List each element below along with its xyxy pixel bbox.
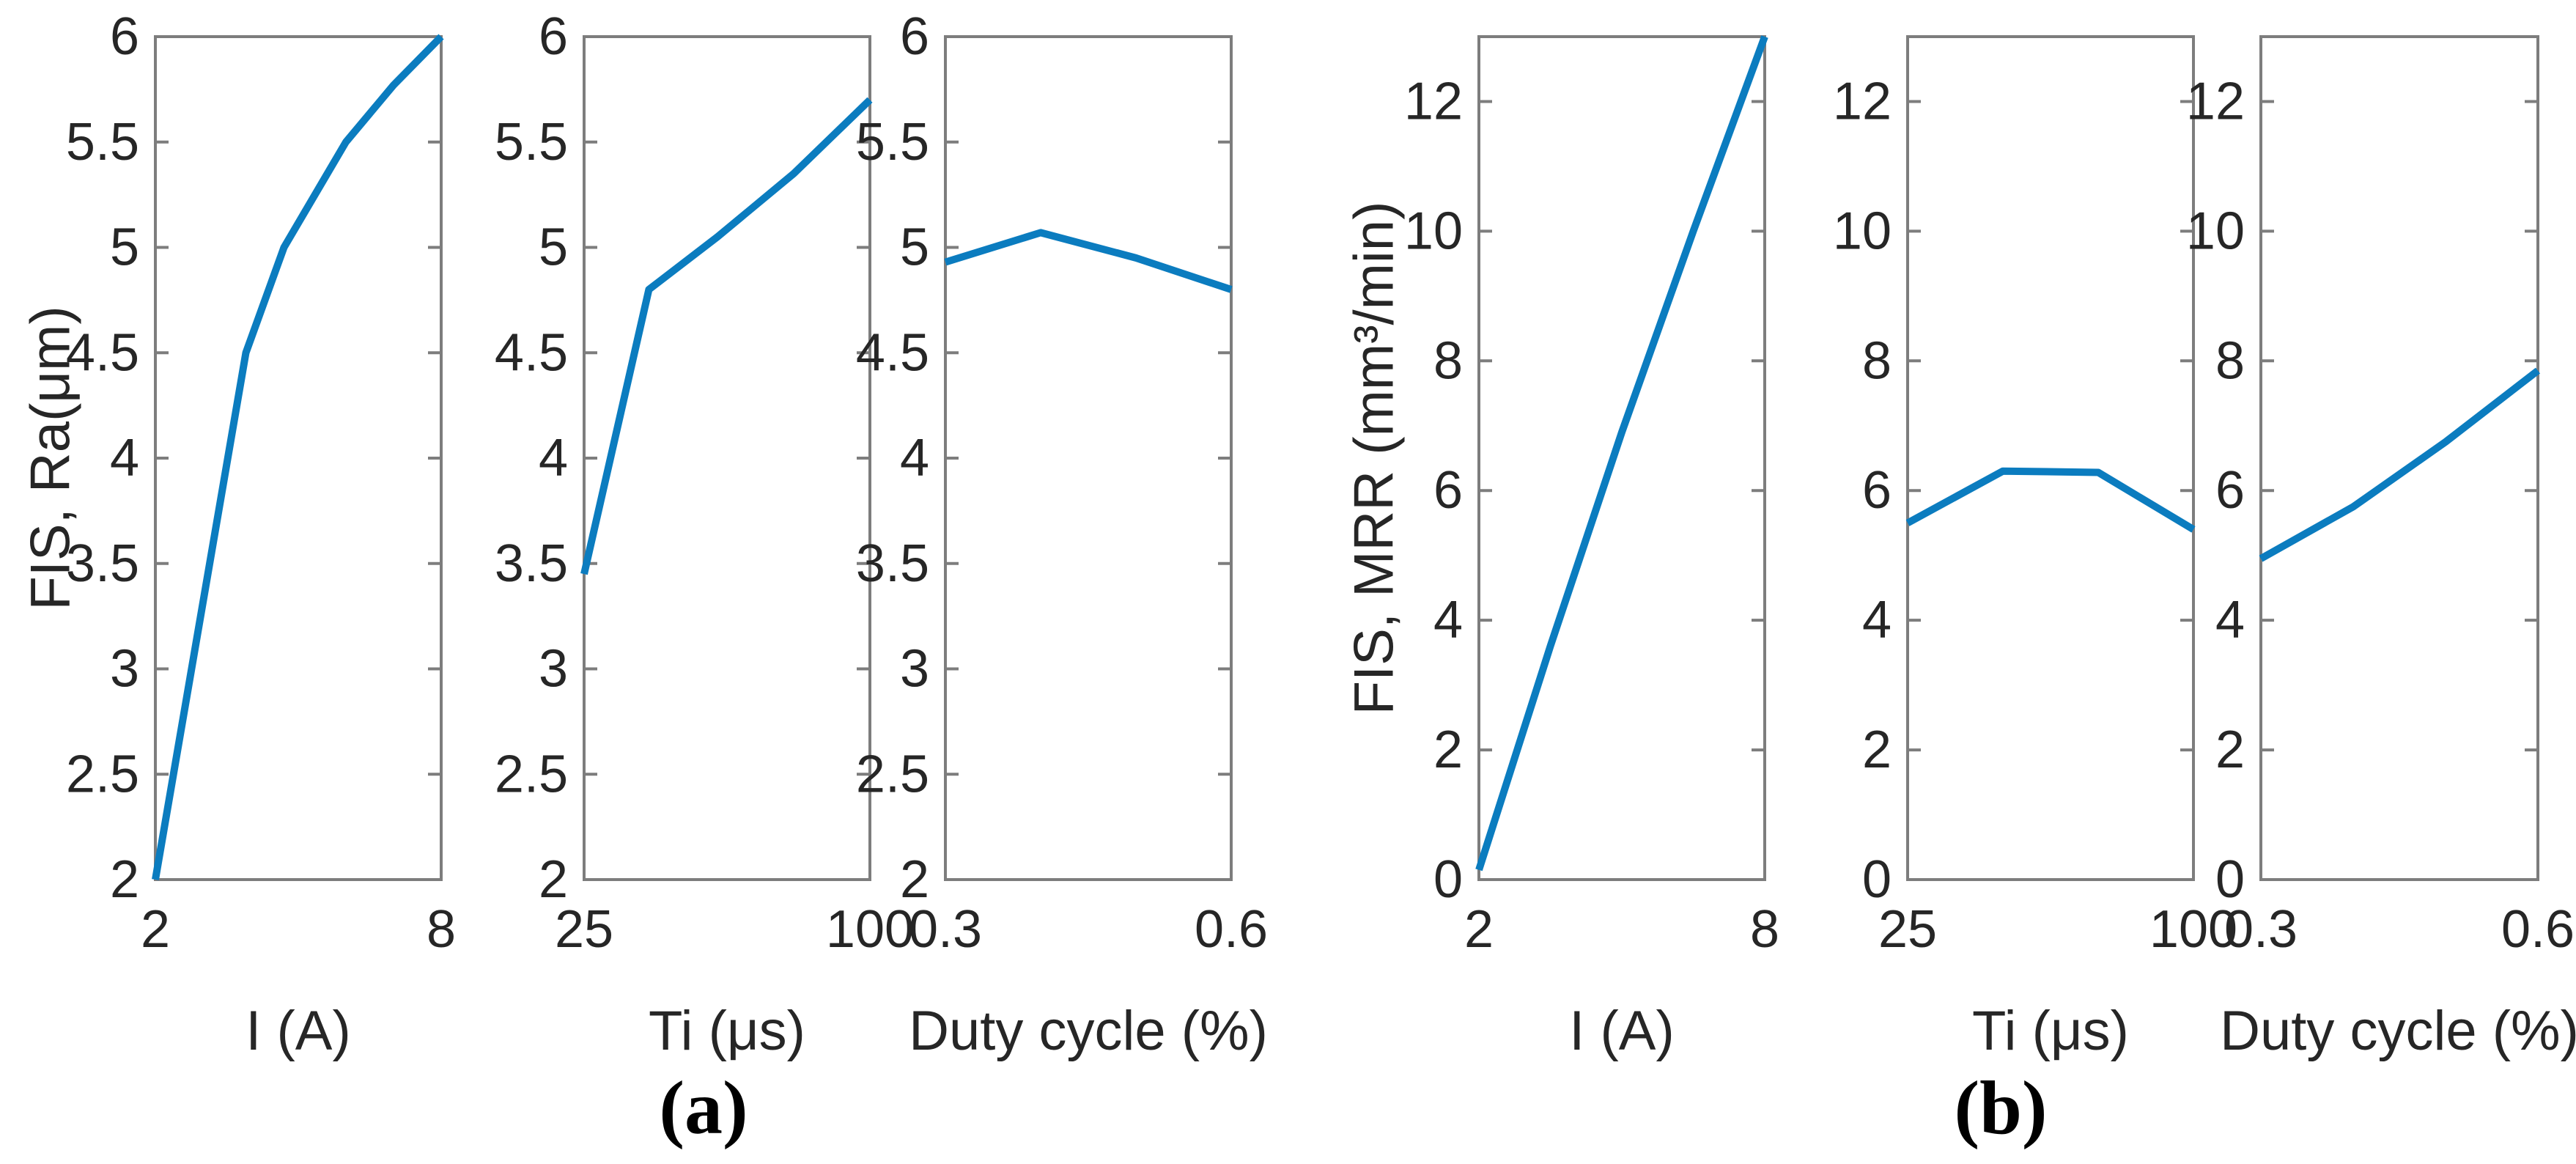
y-tick-label: 2 <box>1862 721 1892 779</box>
y-tick-label: 4 <box>1862 591 1892 649</box>
y-tick-label: 10 <box>1833 202 1892 260</box>
x-tick-label: 8 <box>427 900 456 959</box>
x-tick-label: 0.3 <box>909 900 982 959</box>
y-axis-label: FIS, MRR (mm³/min) <box>1343 202 1406 715</box>
y-tick-label: 3 <box>900 640 929 699</box>
x-axis-label: Ti (μs) <box>649 1000 805 1062</box>
plot-box <box>1906 35 2195 881</box>
y-tick-label: 12 <box>2186 72 2245 130</box>
x-axis-label: Duty cycle (%) <box>2220 1000 2576 1062</box>
y-tick-label: 4.5 <box>495 323 568 382</box>
subplot-a3-ra-vs-dutycycle: 2 2.5 3 3.5 4 4.5 5 5.5 6 0.3 0.6 Duty cycle (%) <box>802 0 1304 1099</box>
y-tick-label: 12 <box>1404 72 1463 130</box>
x-tick-label: 2 <box>1464 900 1494 959</box>
subplot-a2-ra-vs-ti: 2 2.5 3 3.5 4 4.5 5 5.5 6 25 100 Ti (μs) <box>441 0 943 1099</box>
plot-canvas-b2: 0 2 4 6 8 10 12 25 100 Ti (μs) <box>1833 35 2237 1062</box>
plot-canvas-a3: 2 2.5 3 3.5 4 4.5 5 5.5 6 0.3 0.6 Duty cycle (%) <box>856 7 1268 1062</box>
y-tick-label: 2 <box>539 850 568 909</box>
y-tick-label: 4.5 <box>66 323 139 382</box>
x-tick-label: 100 <box>2149 900 2237 959</box>
y-tick-label: 6 <box>1862 461 1892 520</box>
y-tick-label: 3.5 <box>856 534 929 593</box>
y-tick-label: 6 <box>900 7 929 66</box>
y-tick-label: 2.5 <box>495 745 568 803</box>
y-tick-label: 6 <box>110 7 139 66</box>
y-tick-label: 4 <box>110 429 139 487</box>
y-tick-label: 3.5 <box>495 534 568 593</box>
x-tick-label: 0.6 <box>1195 900 1268 959</box>
y-tick-label: 4 <box>1433 591 1463 649</box>
y-tick-label: 2 <box>110 850 139 909</box>
x-axis-label: Duty cycle (%) <box>909 1000 1268 1062</box>
x-axis-label: I (A) <box>1569 1000 1675 1062</box>
y-tick-label: 6 <box>539 7 568 66</box>
y-tick-label: 6 <box>1433 461 1463 520</box>
plot-box <box>154 35 443 881</box>
y-tick-label: 0 <box>1433 850 1463 909</box>
plot-box <box>944 35 1233 881</box>
series-line-b3 <box>2259 367 2541 562</box>
series-line-a1 <box>152 34 444 880</box>
plot-box <box>2259 35 2539 881</box>
y-tick-label: 2.5 <box>856 745 929 803</box>
subplot-b3-mrr-vs-dutycycle: 0 2 4 6 8 10 12 0.3 0.6 Duty cycle (%) <box>2118 0 2576 1099</box>
y-tick-label: 2 <box>900 850 929 909</box>
y-tick-label: 5.5 <box>856 113 929 172</box>
subplot-b1-mrr-vs-current: 0 2 4 6 8 10 12 2 8 I (A) FIS, MRR (mm³/min) <box>1336 0 1838 1099</box>
panel-b-caption: (b) <box>1954 1066 2048 1150</box>
subplot-a1-ra-vs-current: 2 2.5 3 3.5 4 4.5 5 5.5 6 2 8 I (A) FIS, Ra(μm) <box>12 0 514 1099</box>
y-tick-label: 2 <box>2215 721 2245 779</box>
y-tick-label: 5 <box>539 218 568 277</box>
x-tick-label: 0.6 <box>2501 900 2575 959</box>
x-tick-label: 100 <box>826 900 914 959</box>
y-tick-label: 0 <box>1862 850 1892 909</box>
series-line-b1 <box>1475 35 1768 872</box>
y-tick-label: 4 <box>539 429 568 487</box>
y-tick-label: 5.5 <box>495 113 568 172</box>
y-tick-label: 3.5 <box>66 534 139 593</box>
y-tick-label: 4 <box>2215 591 2245 649</box>
x-tick-label: 25 <box>1878 900 1937 959</box>
x-axis-label: I (A) <box>246 1000 351 1062</box>
y-tick-label: 6 <box>2215 461 2245 520</box>
y-tick-label: 3 <box>110 640 139 699</box>
y-tick-label: 2 <box>1433 721 1463 779</box>
x-tick-label: 2 <box>141 900 170 959</box>
y-tick-label: 8 <box>1433 331 1463 390</box>
y-tick-label: 0 <box>2215 850 2245 909</box>
panel-a-caption: (a) <box>659 1066 748 1150</box>
y-tick-label: 3 <box>539 640 568 699</box>
x-tick-label: 25 <box>555 900 613 959</box>
y-tick-label: 12 <box>1833 72 1892 130</box>
y-tick-label: 4 <box>900 429 929 487</box>
y-tick-label: 4.5 <box>856 323 929 382</box>
y-tick-label: 5 <box>900 218 929 277</box>
plot-canvas-a1: 2 2.5 3 3.5 4 4.5 5 5.5 6 2 8 I (A) FIS, Ra(μm) <box>20 7 457 1062</box>
y-tick-label: 8 <box>2215 331 2245 390</box>
series-line-a3 <box>944 229 1233 293</box>
plot-canvas-a2: 2 2.5 3 3.5 4 4.5 5 5.5 6 25 100 Ti (μs) <box>495 7 914 1062</box>
plot-box <box>1477 35 1766 881</box>
series-line-a2 <box>580 97 873 575</box>
y-axis-label: FIS, Ra(μm) <box>20 306 82 610</box>
y-tick-label: 10 <box>1404 202 1463 260</box>
x-tick-label: 8 <box>1750 900 1779 959</box>
y-tick-label: 2.5 <box>66 745 139 803</box>
plot-canvas-b3: 0 2 4 6 8 10 12 0.3 0.6 Duty cycle (%) <box>2186 35 2576 1062</box>
x-tick-label: 0.3 <box>2224 900 2298 959</box>
subplot-b2-mrr-vs-ti: 0 2 4 6 8 10 12 25 100 Ti (μs) <box>1765 0 2267 1099</box>
y-tick-label: 10 <box>2186 202 2245 260</box>
series-line-b2 <box>1905 467 2196 533</box>
y-tick-label: 5 <box>110 218 139 277</box>
y-tick-label: 5.5 <box>66 113 139 172</box>
y-tick-label: 8 <box>1862 331 1892 390</box>
x-axis-label: Ti (μs) <box>1972 1000 2129 1062</box>
